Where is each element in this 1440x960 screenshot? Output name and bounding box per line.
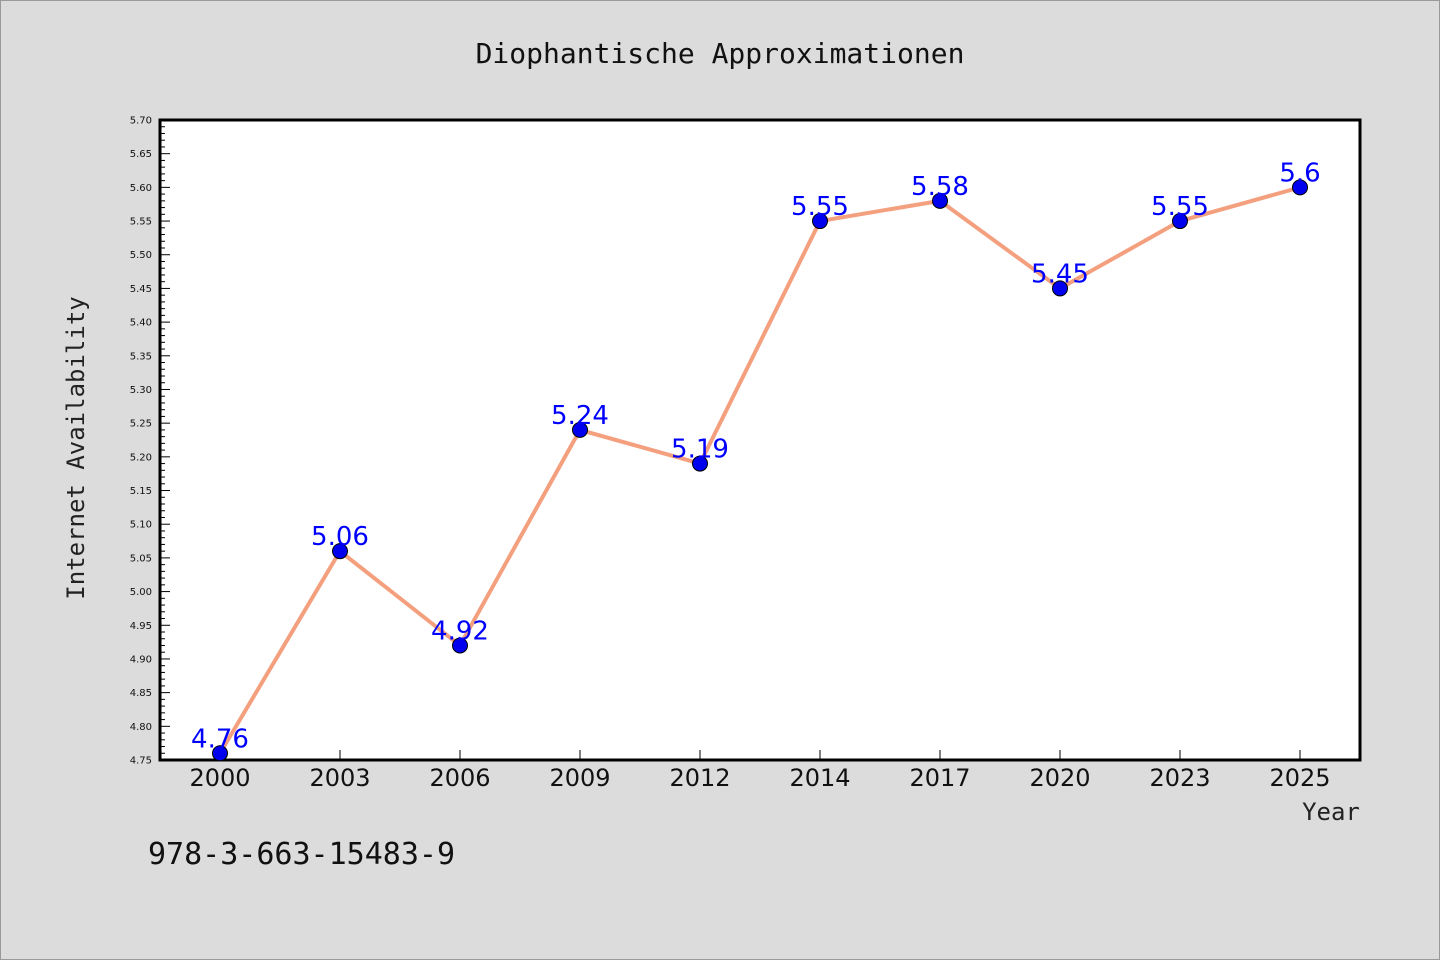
x-tick-label: 2000 (189, 764, 250, 792)
chart-title: Diophantische Approximationen (476, 37, 965, 70)
y-tick-label: 5.55 (130, 217, 152, 228)
x-tick-label: 2020 (1029, 764, 1090, 792)
data-label: 5.6 (1279, 158, 1320, 188)
y-tick-label: 5.45 (130, 284, 152, 295)
data-label: 5.24 (551, 401, 609, 431)
series-line (218, 185, 1301, 755)
isbn-text: 978-3-663-15483-9 (148, 837, 455, 872)
data-point (692, 455, 708, 472)
data-label: 4.92 (431, 616, 489, 646)
x-tick-label: 2012 (669, 764, 730, 792)
y-tick-label: 5.30 (130, 385, 152, 396)
y-tick-label: 5.50 (130, 250, 152, 261)
data-label: 5.19 (671, 435, 729, 465)
data-label: 5.06 (311, 522, 369, 552)
x-axis-label: Year (1302, 798, 1360, 826)
series-group: 4.76 5.06 4.92 5.24 5.19 5.55 5.58 5.45 5.55 5.6 (191, 158, 1321, 762)
data-point (1052, 280, 1068, 297)
y-tick-label: 5.35 (130, 351, 152, 362)
plot-area (158, 118, 1362, 762)
data-point (1292, 179, 1308, 196)
data-point (332, 543, 348, 560)
y-axis: 4.75 4.80 4.85 4.90 4.95 5.00 5.05 5.10 5.15 5.20… (130, 116, 170, 767)
y-tick-label: 4.75 (130, 756, 152, 767)
x-axis: 2000 2003 2006 2009 2012 2014 2017 2020 2023 2025 (189, 750, 1331, 792)
y-tick-label: 5.05 (130, 553, 152, 564)
y-tick-label: 5.70 (130, 116, 152, 127)
y-tick-label: 5.25 (130, 419, 152, 430)
x-tick-label: 2025 (1269, 764, 1330, 792)
y-tick-label: 5.00 (130, 587, 152, 598)
y-tick-label: 5.20 (130, 452, 152, 463)
x-tick-label: 2009 (549, 764, 610, 792)
data-label: 4.76 (191, 724, 249, 754)
x-tick-label: 2017 (909, 764, 970, 792)
y-tick-label: 5.15 (130, 486, 152, 497)
y-tick-label: 5.10 (130, 520, 152, 531)
data-point (932, 192, 948, 209)
y-tick-label: 4.85 (130, 688, 152, 699)
data-label: 5.45 (1031, 259, 1089, 289)
data-point (212, 745, 228, 762)
x-tick-label: 2014 (789, 764, 850, 792)
y-axis-label: Internet Availability (62, 296, 90, 599)
data-label: 5.58 (911, 172, 969, 202)
y-tick-label: 5.65 (130, 149, 152, 160)
data-label: 5.55 (791, 192, 849, 222)
x-tick-label: 2023 (1149, 764, 1210, 792)
data-point (812, 213, 828, 230)
y-tick-label: 4.80 (130, 722, 152, 733)
data-point (452, 637, 468, 654)
x-tick-label: 2006 (429, 764, 490, 792)
y-tick-label: 4.90 (130, 654, 152, 665)
data-label: 5.55 (1151, 192, 1209, 222)
data-point (1172, 213, 1188, 230)
y-tick-label: 5.40 (130, 318, 152, 329)
x-tick-label: 2003 (309, 764, 370, 792)
data-point (572, 421, 588, 438)
y-tick-label: 5.60 (130, 183, 152, 194)
y-tick-label: 4.95 (130, 621, 152, 632)
